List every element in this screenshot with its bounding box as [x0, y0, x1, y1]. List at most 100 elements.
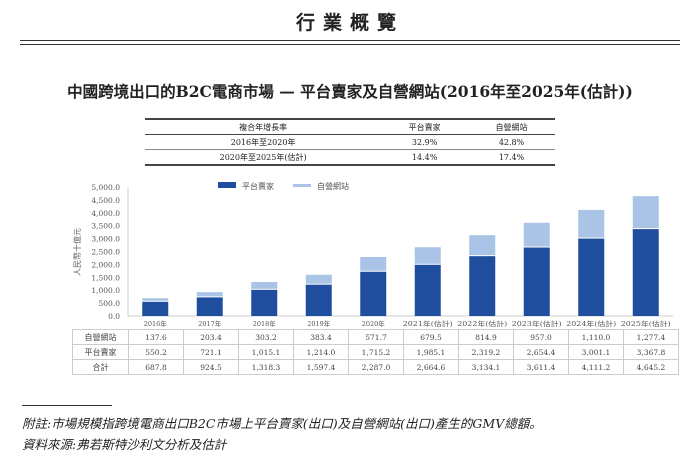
bar-platform-4	[360, 271, 387, 316]
table-cell: 957.0	[513, 329, 569, 345]
footnote: 附註:市場規模指跨境電商出口B2C市場上平台賣家(出口)及自營網站(出口)產生的…	[22, 416, 542, 431]
cagr-cell: 14.4%	[381, 149, 469, 166]
table-cell: 1,214.0	[293, 344, 349, 360]
bar-self-operated-4	[360, 256, 387, 271]
bar-platform-1	[196, 297, 223, 316]
table-cell: 1,985.1	[403, 344, 459, 360]
legend-label: 平台賣家	[242, 181, 274, 191]
table-cell: 1,715.2	[348, 344, 404, 360]
x-tick-label: 2023年(估計)	[512, 319, 563, 328]
table-cell: 383.4	[293, 329, 349, 345]
x-tick-label: 2025年(估計)	[621, 319, 672, 328]
table-cell: 1,277.4	[623, 329, 679, 345]
table-cell: 3,134.1	[458, 359, 514, 375]
x-tick-label: 2022年(估計)	[457, 319, 508, 328]
table-cell: 550.2	[128, 344, 184, 360]
row-self-operated: 自營網站 137.6 203.4 303.2 383.4 571.7 679.5 814.9 9…	[72, 329, 679, 345]
x-tick-label: 2017年	[198, 319, 222, 328]
legend-label: 自營網站	[317, 181, 349, 191]
x-tick-label: 2024年(估計)	[566, 319, 617, 328]
bar-platform-8	[578, 238, 605, 316]
x-tick-label: 2018年	[253, 319, 277, 328]
bar-self-operated-7	[523, 222, 550, 247]
bar-self-operated-2	[251, 281, 278, 289]
table-cell: 4,111.2	[568, 359, 624, 375]
y-tick-label: 4,500.0	[91, 196, 120, 205]
bar-self-operated-5	[414, 247, 441, 264]
table-cell: 2,319.2	[458, 344, 514, 360]
data-table: 自營網站 137.6 203.4 303.2 383.4 571.7 679.5 814.9 9…	[72, 329, 679, 375]
legend-swatch	[293, 184, 311, 187]
cagr-cell: 17.4%	[468, 149, 555, 166]
x-tick-label: 2019年	[307, 319, 331, 328]
legend-swatch	[218, 182, 236, 188]
y-axis-label: 人民幣十億元	[72, 228, 82, 276]
bar-self-operated-0	[142, 298, 169, 301]
bar-self-operated-3	[305, 274, 332, 284]
y-tick-label: 1,000.0	[91, 286, 120, 295]
table-cell: 924.5	[183, 359, 239, 375]
y-tick-label: 3,500.0	[91, 222, 120, 231]
table-cell: 203.4	[183, 329, 239, 345]
bar-self-operated-1	[196, 292, 223, 297]
bar-platform-0	[142, 301, 169, 316]
cagr-cell: 2016年至2020年	[145, 134, 382, 150]
bar-platform-9	[632, 229, 659, 316]
y-tick-label: 2,500.0	[91, 248, 120, 257]
table-cell: 4,645.2	[623, 359, 679, 375]
row-platform: 平台賣家 550.2 721.1 1,015.1 1,214.0 1,715.2 1,985…	[72, 344, 679, 360]
y-tick-label: 5,000.0	[91, 183, 120, 192]
table-cell: 687.8	[128, 359, 184, 375]
table-cell: 3,611.4	[513, 359, 569, 375]
cagr-cell: 2020年至2025年(估計)	[145, 149, 382, 166]
table-cell: 571.7	[348, 329, 404, 345]
bar-platform-6	[469, 256, 496, 316]
table-cell: 1,110.0	[568, 329, 624, 345]
chart-title: 中國跨境出口的B2C電商市場 — 平台賣家及自營網站(2016年至2025年(估…	[67, 82, 633, 101]
bar-platform-7	[523, 247, 550, 316]
bar-platform-2	[251, 289, 278, 316]
bar-chart: 人民幣十億元 0.0 500.0 1,000.0 1,500.0 2,000.0 2,50…	[72, 181, 673, 328]
table-cell: 721.1	[183, 344, 239, 360]
row-header: 自營網站	[72, 329, 129, 345]
source-note: 資料來源:弗若斯特沙利文分析及估計	[22, 437, 227, 452]
bar-self-operated-8	[578, 209, 605, 238]
bar-platform-5	[414, 264, 441, 316]
y-tick-label: 0.0	[108, 312, 120, 321]
x-tick-label: 2016年	[144, 319, 168, 328]
footnote-divider	[22, 405, 112, 406]
table-cell: 2,664.6	[403, 359, 459, 375]
table-cell: 137.6	[128, 329, 184, 345]
section-header: 行業概覽	[295, 12, 404, 34]
table-cell: 1,318.3	[238, 359, 294, 375]
table-cell: 2,654.4	[513, 344, 569, 360]
y-tick-label: 4,000.0	[91, 209, 120, 218]
bar-self-operated-9	[632, 196, 659, 229]
bar-platform-3	[305, 284, 332, 316]
header-divider	[20, 40, 680, 45]
y-tick-label: 1,500.0	[91, 273, 120, 282]
row-header: 合計	[72, 359, 129, 375]
row-total: 合計 687.8 924.5 1,318.3 1,597.4 2,287.0 2,664.6…	[72, 359, 679, 375]
table-cell: 2,287.0	[348, 359, 404, 375]
table-cell: 303.2	[238, 329, 294, 345]
y-tick-label: 3,000.0	[91, 235, 120, 244]
y-tick-label: 2,000.0	[91, 260, 120, 269]
table-cell: 1,015.1	[238, 344, 294, 360]
x-tick-label: 2021年(估計)	[403, 319, 454, 328]
table-cell: 1,597.4	[293, 359, 349, 375]
bar-self-operated-6	[469, 235, 496, 256]
table-cell: 814.9	[458, 329, 514, 345]
cagr-header: 平台賣家	[381, 118, 469, 135]
y-tick-label: 500.0	[99, 299, 121, 308]
cagr-cell: 32.9%	[381, 134, 469, 150]
row-header: 平台賣家	[72, 344, 129, 360]
cagr-cell: 42.8%	[468, 134, 555, 150]
table-cell: 3,367.8	[623, 344, 679, 360]
table-cell: 3,001.1	[568, 344, 624, 360]
cagr-table: 複合年增長率 平台賣家 自營網站 2016年至2020年 32.9% 42.8% 202…	[145, 118, 555, 166]
x-tick-label: 2020年	[362, 319, 386, 328]
cagr-header: 自營網站	[468, 118, 555, 135]
table-cell: 679.5	[403, 329, 459, 345]
cagr-header: 複合年增長率	[145, 118, 382, 135]
